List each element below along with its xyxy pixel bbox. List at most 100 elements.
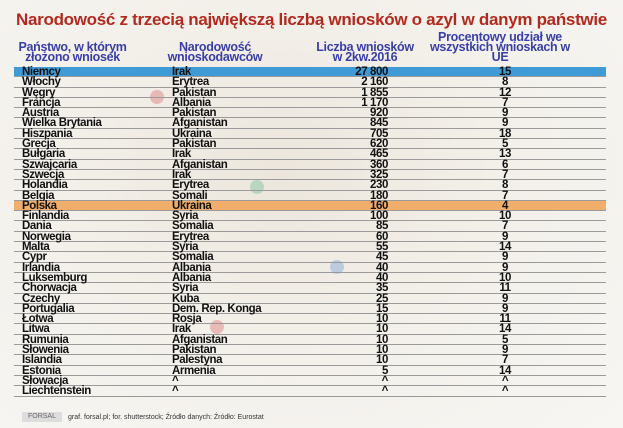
count-cell: 10 [376,333,388,346]
country-cell: Belgia [22,189,55,202]
nationality-cell: Dem. Rep. Konga [172,302,262,315]
nationality-cell: Syria [172,210,199,223]
share-cell: 6 [502,158,508,171]
nationality-cell: Somali [172,189,208,202]
count-cell: 1 855 [361,86,388,99]
count-cell: 25 [376,292,388,305]
nationality-cell: Albania [172,271,211,284]
country-cell: Szwecja [22,168,64,181]
page-title: Narodowość z trzecią największą liczbą w… [16,10,607,29]
count-cell: ^ [381,385,389,398]
nationality-cell: Rosja [172,313,202,326]
country-cell: Litwa [22,323,50,336]
share-cell: 9 [502,302,508,315]
country-cell: Islandia [22,354,62,367]
count-cell: 180 [370,189,388,202]
country-cell: Rumunia [22,333,69,346]
count-cell: 60 [376,230,388,243]
count-cell: 920 [370,107,388,120]
table-row: Szwajcaria Afganistan 360 6 [14,158,606,171]
country-cell: Chorwacja [22,282,77,295]
nationality-cell: Kuba [172,292,200,305]
country-cell: Grecja [22,138,56,151]
nationality-cell: ^ [172,385,179,398]
share-cell: ^ [501,374,509,387]
table-row: Liechtenstein ^ ^ ^ [14,385,606,398]
share-cell: 9 [502,230,508,243]
nationality-cell: Albania [172,261,211,274]
nationality-cell: Irak [172,168,191,181]
nationality-cell: Syria [172,241,199,254]
table-row: Austria Pakistan 920 9 [14,107,606,120]
table-row: Chorwacja Syria 35 11 [14,282,606,295]
nationality-cell: Pakistan [172,86,217,99]
nationality-cell: Armenia [172,364,216,377]
nationality-cell: Erytrea [172,179,209,192]
count-cell: 845 [370,117,388,130]
table-row: Węgry Pakistan 1 855 12 [14,86,606,99]
share-cell: 14 [499,241,511,254]
table-row: Belgia Somali 180 7 [14,189,606,202]
share-cell: 9 [502,107,508,120]
count-cell: 40 [376,271,388,284]
asylum-table: Niemcy Irak 27 800 15 Włochy Erytrea 2 160 8 Węg… [14,66,606,398]
nationality-cell: Afganistan [172,333,228,346]
country-cell: Szwajcaria [22,158,77,171]
count-cell: 465 [370,148,388,161]
nationality-cell: Erytrea [172,76,209,89]
header-count: Liczba wniosków w 2kw.2016 [316,40,414,64]
table-row: Portugalia Dem. Rep. Konga 15 9 [14,302,606,315]
nationality-cell: Syria [172,282,199,295]
count-cell: 1 170 [361,96,388,109]
background-pin [330,260,344,274]
table-row: Cypr Somalia 45 9 [14,251,606,264]
count-cell: 160 [370,199,388,212]
country-cell: Dania [22,220,52,233]
country-cell: Polska [22,199,57,212]
nationality-cell: Afganistan [172,158,228,171]
table-row: Holandia Erytrea 230 8 [14,179,606,192]
table-row: Finlandia Syria 100 10 [14,210,606,223]
country-cell: Czechy [22,292,60,305]
table-row: Litwa Irak 10 14 [14,323,606,336]
nationality-cell: Erytrea [172,230,209,243]
share-cell: 9 [502,117,508,130]
share-cell: 15 [499,66,511,78]
country-cell: Wielka Brytania [22,117,102,130]
country-cell: Luksemburg [22,271,88,284]
table-row: Francja Albania 1 170 7 [14,96,606,109]
table-row: Czechy Kuba 25 9 [14,292,606,305]
nationality-cell: Palestyna [172,354,223,367]
country-cell: Malta [22,241,50,254]
count-cell: 40 [376,261,388,274]
count-cell: 705 [370,127,388,140]
nationality-cell: Irak [172,66,191,78]
country-cell: Finlandia [22,210,69,223]
nationality-cell: Somalia [172,220,214,233]
forsal-logo: FORSAL [22,412,62,422]
nationality-cell: Pakistan [172,344,217,357]
country-cell: Liechtenstein [22,385,91,398]
country-cell: Irlandia [22,261,60,274]
count-cell: 100 [370,210,388,223]
share-cell: 11 [499,282,511,295]
count-cell: 27 800 [355,66,388,78]
nationality-cell: Ukraina [172,127,212,140]
count-cell: ^ [381,374,389,387]
table-row: Szwecja Irak 325 7 [14,168,606,181]
count-cell: 10 [376,354,388,367]
count-cell: 10 [376,313,388,326]
share-cell: 10 [499,271,511,284]
nationality-cell: Pakistan [172,107,217,120]
count-cell: 15 [376,302,388,315]
count-cell: 230 [370,179,388,192]
count-cell: 5 [382,364,388,377]
share-cell: 9 [502,251,508,264]
share-cell: 9 [502,344,508,357]
header-country: Państwo, w którym złożono wniosek [18,40,127,64]
count-cell: 35 [376,282,388,295]
table-row: Estonia Armenia 5 14 [14,364,606,377]
share-cell: 13 [499,148,511,161]
share-cell: 5 [502,138,508,151]
country-cell: Cypr [22,251,47,264]
